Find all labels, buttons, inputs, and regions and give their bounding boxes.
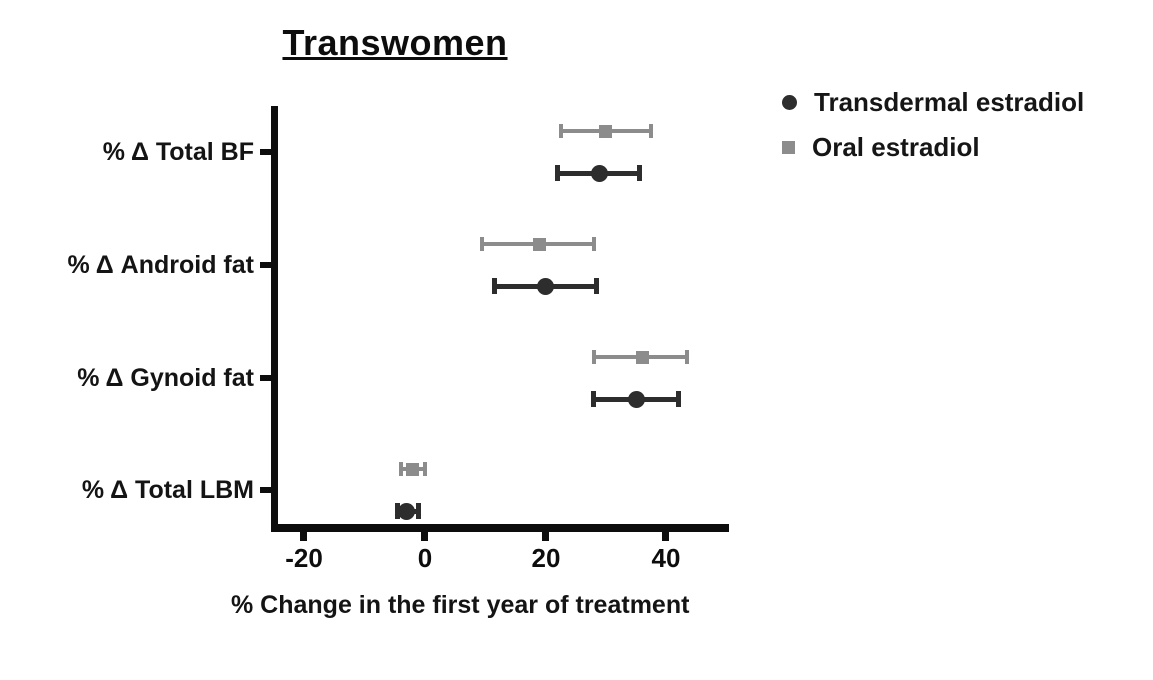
y-axis-tick	[260, 262, 271, 268]
legend: Transdermal estradiol Oral estradiol	[782, 86, 1084, 176]
circle-data-point-marker	[537, 277, 555, 295]
error-bar-cap-high	[594, 278, 600, 294]
x-tick-label: 20	[531, 543, 561, 573]
x-axis-tick	[421, 532, 428, 541]
square-data-point-marker	[635, 350, 649, 364]
error-bar-cap-high	[675, 391, 681, 407]
chart-title: Transwomen	[282, 22, 508, 63]
error-bar-cap-high	[416, 503, 422, 519]
error-bar-cap-low	[555, 165, 561, 181]
x-tick-label: 40	[651, 543, 681, 573]
category-label: % Δ Gynoid fat	[77, 364, 254, 392]
x-axis-tick	[542, 532, 549, 541]
error-bar-cap-high	[636, 165, 642, 181]
circle-data-point-marker	[627, 390, 645, 408]
error-bar-cap-low	[591, 350, 596, 364]
x-tick-label: 0	[417, 543, 433, 573]
category-label: % Δ Total LBM	[81, 476, 254, 504]
category-label: % Δ Android fat	[67, 251, 254, 279]
error-bar-cap-high	[685, 350, 690, 364]
square-data-point-marker	[406, 462, 420, 476]
x-axis-tick	[662, 532, 669, 541]
error-bar-cap-low	[591, 391, 597, 407]
x-tick-label: -20	[285, 543, 323, 573]
legend-label: Oral estradiol	[812, 131, 980, 162]
error-bar-cap-low	[558, 124, 563, 138]
y-axis-tick	[260, 375, 271, 381]
x-axis-label: % Change in the first year of treatment	[231, 591, 690, 619]
category-label: % Δ Total BF	[102, 138, 254, 166]
legend-item-transdermal-estradiol: Transdermal estradiol	[782, 86, 1084, 118]
error-bar-cap-high	[423, 462, 427, 476]
square-data-point-marker	[599, 124, 613, 138]
legend-label: Transdermal estradiol	[814, 86, 1085, 117]
circle-data-point-marker	[591, 164, 609, 182]
x-axis-tick	[300, 532, 307, 541]
circle-data-point-marker	[398, 502, 416, 520]
error-bar-cap-low	[398, 462, 403, 476]
y-axis-tick	[260, 487, 271, 493]
square-data-point-marker	[533, 237, 547, 251]
circle-marker-icon	[782, 94, 797, 110]
error-bar-cap-low	[395, 503, 401, 519]
y-axis-line	[271, 106, 278, 532]
error-bar-cap-low	[480, 237, 485, 251]
legend-item-oral-estradiol: Oral estradiol	[782, 131, 1084, 163]
error-bar-cap-high	[649, 124, 654, 138]
x-axis-line	[271, 524, 729, 532]
square-marker-icon	[782, 140, 795, 154]
y-axis-tick	[260, 149, 271, 155]
error-bar-cap-high	[591, 237, 596, 251]
error-bar-cap-low	[491, 278, 497, 294]
